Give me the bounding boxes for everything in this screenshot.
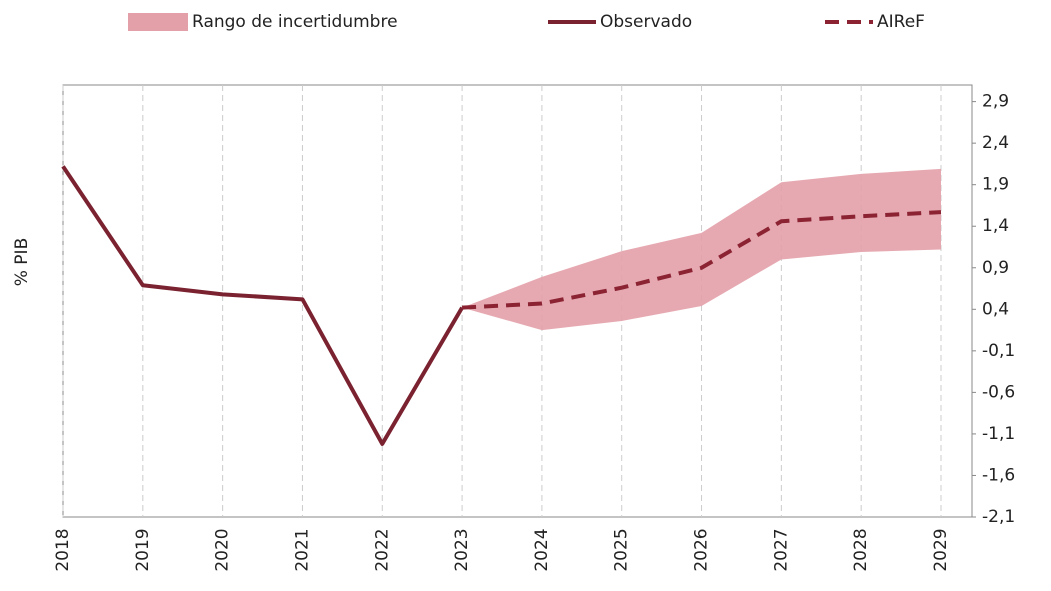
x-tick-label: 2027 — [771, 528, 791, 571]
y-tick-label: -0,6 — [982, 382, 1015, 402]
y-tick-label: -1,1 — [982, 424, 1015, 444]
x-tick-label: 2026 — [692, 528, 712, 571]
y-tick-label: 0,9 — [982, 258, 1009, 278]
x-tick-label: 2025 — [612, 528, 632, 571]
y-tick-label: 0,4 — [982, 299, 1009, 319]
x-tick-label: 2018 — [53, 528, 73, 571]
line-1 — [461, 210, 942, 310]
x-tick-label: 2024 — [532, 528, 552, 571]
legend-label: Rango de incertidumbre — [192, 12, 398, 32]
uncertainty-band — [462, 168, 941, 331]
legend-swatch — [128, 13, 188, 31]
legend-label: Observado — [600, 12, 692, 32]
x-tick-label: 2028 — [851, 528, 871, 571]
y-tick-label: 1,9 — [982, 175, 1009, 195]
y-axis-label: % PIB — [12, 238, 32, 287]
y-tick-label: 1,4 — [982, 216, 1009, 236]
legend-label: AIReF — [877, 12, 925, 32]
x-tick-label: 2020 — [213, 528, 233, 571]
line-0 — [61, 165, 464, 446]
x-tick-label: 2023 — [452, 528, 472, 571]
x-tick-label: 2029 — [931, 528, 951, 571]
x-tick-label: 2022 — [372, 528, 392, 571]
y-tick-label: -1,6 — [982, 465, 1015, 485]
y-tick-label: -0,1 — [982, 341, 1015, 361]
x-tick-label: 2019 — [133, 528, 153, 571]
y-tick-label: 2,9 — [982, 92, 1009, 112]
y-tick-label: -2,1 — [982, 507, 1015, 527]
x-tick-label: 2021 — [292, 528, 312, 571]
y-tick-label: 2,4 — [982, 133, 1009, 153]
